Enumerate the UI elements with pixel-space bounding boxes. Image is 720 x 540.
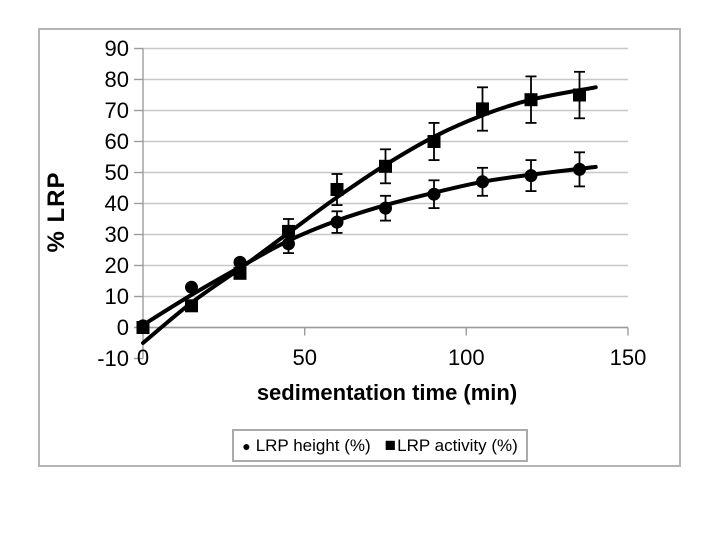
data-point-square (282, 224, 295, 238)
data-point-circle (330, 215, 344, 229)
y-tick-label: 50 (105, 160, 129, 185)
x-tick-label: 0 (137, 345, 149, 370)
y-tick-label: 10 (105, 284, 129, 309)
data-point-circle (427, 187, 441, 201)
y-tick-label: 70 (105, 98, 129, 123)
data-point-circle (573, 162, 586, 176)
y-tick-label: 0 (117, 315, 129, 340)
y-tick-label: 90 (105, 36, 129, 61)
circle-marker-icon: ● (242, 437, 251, 454)
data-point-square (379, 159, 392, 173)
legend-label-height: LRP height (%) (255, 435, 371, 455)
y-tick-label: -10 (97, 346, 129, 371)
legend-label-activity: LRP activity (%) (397, 435, 518, 455)
y-tick-label: 40 (105, 191, 129, 216)
x-tick-label: 50 (292, 345, 316, 370)
y-tick-label: 80 (105, 67, 129, 92)
legend-item-activity: ■ LRP activity (%) (371, 436, 518, 456)
square-marker-icon: ■ (384, 435, 397, 456)
y-tick-label: 60 (105, 129, 129, 154)
data-point-circle (233, 255, 247, 269)
data-point-square (476, 102, 489, 116)
trendline-square (141, 85, 598, 345)
data-point-circle (524, 169, 538, 183)
data-point-circle (476, 175, 489, 189)
data-point-square (136, 321, 150, 334)
legend-box: ● LRP height (%) ■ LRP activity (%) (232, 429, 528, 462)
data-point-square (573, 88, 586, 102)
trendline-circle (141, 164, 598, 327)
data-point-square (524, 93, 538, 107)
y-axis-title: % LRP (43, 171, 70, 253)
data-point-square (233, 266, 247, 280)
y-tick-label: 20 (105, 253, 129, 278)
data-point-circle (282, 237, 295, 251)
data-point-square (427, 135, 441, 148)
legend-item-height: ● LRP height (%) (242, 436, 370, 456)
data-point-square (330, 183, 344, 196)
x-axis-title: sedimentation time (min) (256, 380, 518, 405)
y-tick-label: 30 (105, 222, 129, 247)
x-tick-label: 100 (448, 345, 485, 370)
data-point-circle (379, 201, 392, 215)
x-tick-label: 150 (610, 345, 647, 370)
data-point-circle (185, 280, 198, 294)
data-point-square (185, 299, 198, 313)
